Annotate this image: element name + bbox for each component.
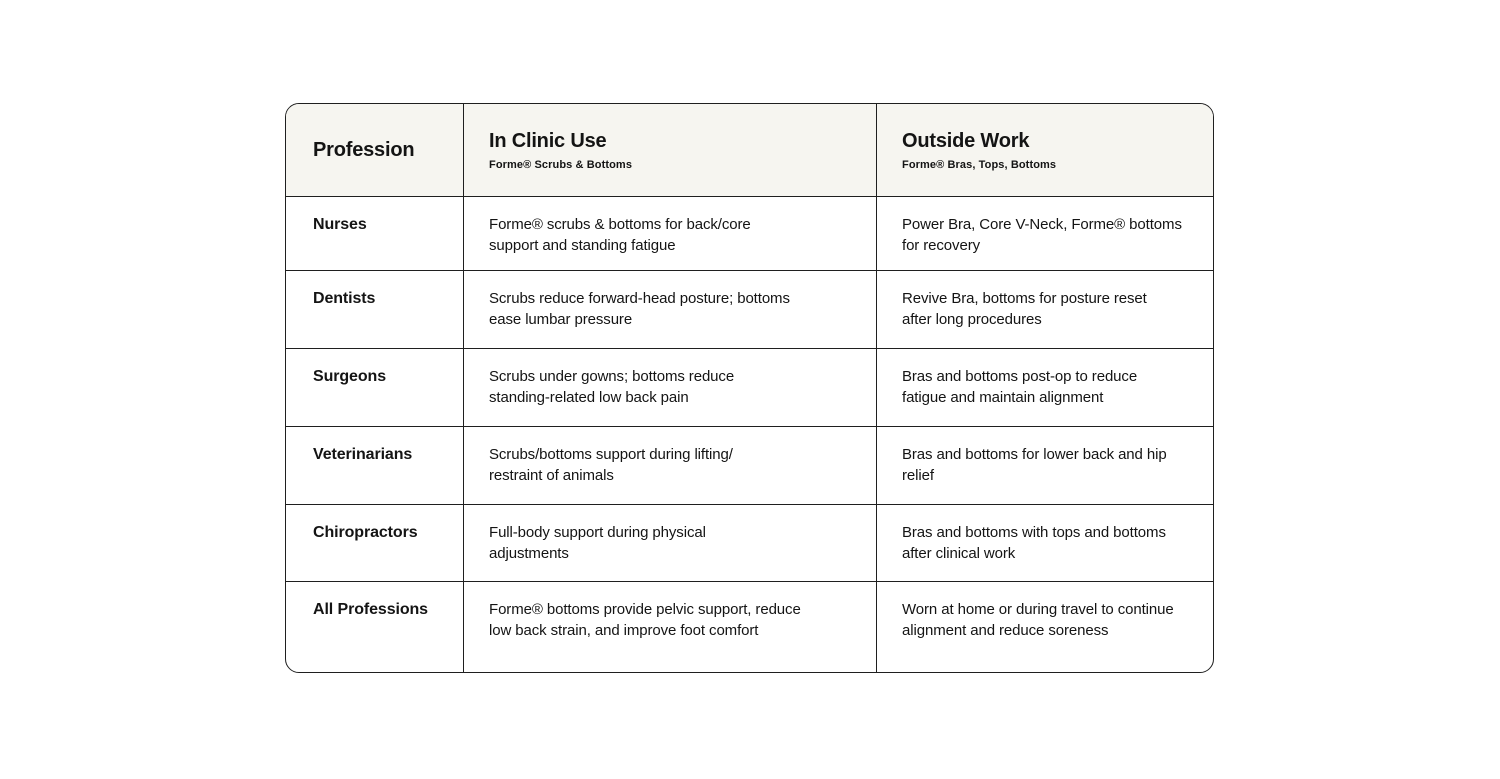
profession-label: Nurses	[313, 216, 367, 233]
header-cell-in-clinic-use: In Clinic Use Forme® Scrubs & Bottoms	[463, 104, 876, 196]
outside-work-text: Revive Bra, bottoms for posture reset af…	[902, 290, 1147, 328]
outside-work-cell: Revive Bra, bottoms for posture reset af…	[876, 270, 1213, 348]
clinic-use-text: Forme® bottoms provide pelvic support, r…	[489, 601, 801, 639]
clinic-use-text: Forme® scrubs & bottoms for back/core su…	[489, 216, 751, 254]
table-row-label-cell: Surgeons	[286, 348, 463, 426]
profession-label: Veterinarians	[313, 446, 413, 463]
table-row-label-cell: Chiropractors	[286, 504, 463, 581]
clinic-use-cell: Forme® bottoms provide pelvic support, r…	[463, 581, 876, 672]
clinic-use-cell: Scrubs under gowns; bottoms reduce stand…	[463, 348, 876, 426]
header-title: Outside Work	[902, 129, 1030, 152]
profession-label: All Professions	[313, 601, 428, 618]
clinic-use-text: Scrubs reduce forward-head posture; bott…	[489, 290, 790, 328]
table-row-label-cell: Veterinarians	[286, 426, 463, 504]
outside-work-text: Worn at home or during travel to continu…	[902, 601, 1174, 639]
header-subtitle: Forme® Bras, Tops, Bottoms	[902, 158, 1057, 171]
outside-work-cell: Power Bra, Core V-Neck, Forme® bottoms f…	[876, 196, 1213, 270]
outside-work-cell: Worn at home or during travel to continu…	[876, 581, 1213, 672]
header-title: Profession	[313, 139, 415, 161]
outside-work-text: Bras and bottoms post-op to reduce fatig…	[902, 368, 1138, 406]
clinic-use-cell: Full-body support during physical adjust…	[463, 504, 876, 581]
clinic-use-cell: Scrubs reduce forward-head posture; bott…	[463, 270, 876, 348]
clinic-use-cell: Scrubs/bottoms support during lifting/ r…	[463, 426, 876, 504]
table-row-label-cell: All Professions	[286, 581, 463, 672]
clinic-use-text: Full-body support during physical adjust…	[489, 524, 706, 562]
table-row-label-cell: Nurses	[286, 196, 463, 270]
outside-work-text: Bras and bottoms with tops and bottoms a…	[902, 524, 1166, 562]
clinic-use-text: Scrubs under gowns; bottoms reduce stand…	[489, 368, 735, 406]
header-title: In Clinic Use	[489, 129, 607, 152]
header-cell-outside-work: Outside Work Forme® Bras, Tops, Bottoms	[876, 104, 1213, 196]
header-subtitle: Forme® Scrubs & Bottoms	[489, 158, 633, 171]
profession-label: Surgeons	[313, 368, 386, 385]
profession-comparison-table: Profession In Clinic Use Forme® Scrubs &…	[285, 103, 1214, 673]
profession-label: Dentists	[313, 290, 376, 307]
table-row-label-cell: Dentists	[286, 270, 463, 348]
outside-work-cell: Bras and bottoms for lower back and hip …	[876, 426, 1213, 504]
outside-work-text: Bras and bottoms for lower back and hip …	[902, 446, 1167, 484]
header-cell-profession: Profession	[286, 104, 463, 196]
outside-work-cell: Bras and bottoms post-op to reduce fatig…	[876, 348, 1213, 426]
clinic-use-cell: Forme® scrubs & bottoms for back/core su…	[463, 196, 876, 270]
outside-work-text: Power Bra, Core V-Neck, Forme® bottoms f…	[902, 216, 1182, 254]
clinic-use-text: Scrubs/bottoms support during lifting/ r…	[489, 446, 733, 484]
outside-work-cell: Bras and bottoms with tops and bottoms a…	[876, 504, 1213, 581]
profession-label: Chiropractors	[313, 524, 418, 541]
